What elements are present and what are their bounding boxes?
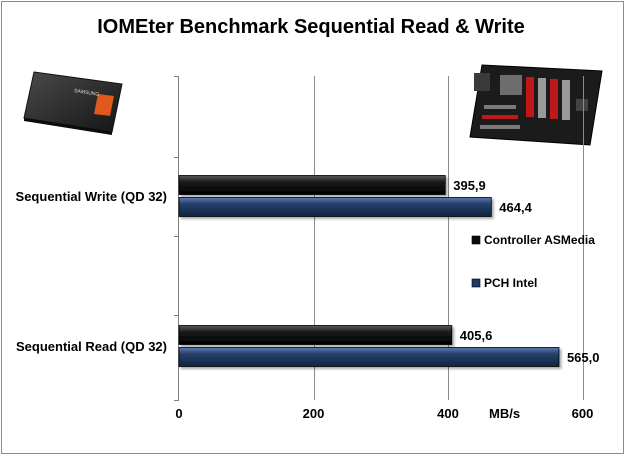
- bar-labels: 395,9 464,4 405,6 565,0: [453, 178, 599, 365]
- x-tick-labels: 0200400600800: [175, 406, 594, 421]
- legend-label: Controller ASMedia: [484, 233, 595, 247]
- category-label: Sequential Read (QD 32): [16, 339, 167, 354]
- bar: [178, 197, 492, 217]
- bars: [178, 175, 560, 367]
- x-tick-label: 0: [175, 406, 182, 421]
- y-tick-marks: [174, 76, 179, 401]
- legend: Controller ASMedia PCH Intel: [471, 233, 595, 290]
- category-labels: Sequential Write (QD 32) Sequential Read …: [16, 189, 167, 354]
- ssd-image: SAMSUNG: [23, 71, 123, 135]
- bar-value-label: 565,0: [567, 350, 600, 365]
- chart: IOMEter Benchmark Sequential Read & Writ…: [16, 16, 603, 421]
- motherboard-image: [469, 64, 603, 146]
- x-tick-label: 600: [572, 406, 594, 421]
- x-tick-label: 200: [303, 406, 325, 421]
- bar-value-label: 395,9: [453, 178, 486, 193]
- legend-label: PCH Intel: [484, 276, 537, 290]
- category-label: Sequential Write (QD 32): [16, 189, 167, 204]
- svg-text:SAMSUNG: SAMSUNG: [74, 88, 100, 98]
- bar-value-label: 464,4: [499, 200, 532, 215]
- legend-swatch: [471, 235, 481, 245]
- x-axis-label: MB/s: [489, 406, 520, 421]
- bar: [178, 325, 453, 345]
- legend-swatch: [471, 278, 481, 288]
- gridlines: [314, 76, 584, 400]
- bar-value-label: 405,6: [460, 328, 493, 343]
- chart-title: IOMEter Benchmark Sequential Read & Writ…: [97, 16, 525, 38]
- bar: [178, 175, 446, 195]
- bar: [178, 347, 560, 367]
- x-tick-label: 400: [437, 406, 459, 421]
